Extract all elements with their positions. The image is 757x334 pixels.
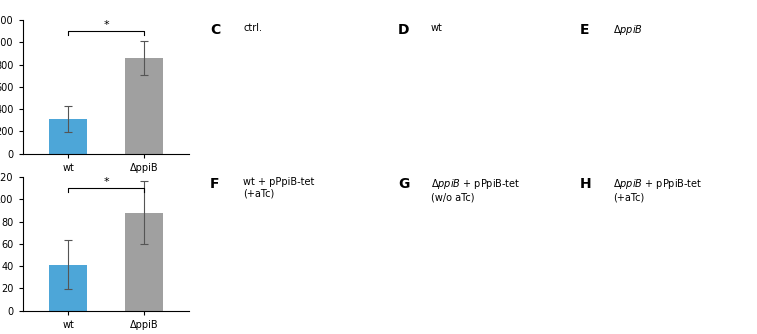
Text: C: C <box>210 23 220 37</box>
Bar <box>125 58 163 154</box>
Text: H: H <box>580 177 592 191</box>
Text: $\it{\Delta ppiB}$: $\it{\Delta ppiB}$ <box>613 23 643 37</box>
Text: *: * <box>103 177 109 187</box>
Text: D: D <box>398 23 410 37</box>
Bar <box>49 119 87 154</box>
Text: E: E <box>580 23 590 37</box>
Text: $\it{\Delta ppiB}$ + pPpiB-tet
(w/o aTc): $\it{\Delta ppiB}$ + pPpiB-tet (w/o aTc) <box>431 177 520 203</box>
Text: wt: wt <box>431 23 443 33</box>
Text: $\it{\Delta ppiB}$ + pPpiB-tet
(+aTc): $\it{\Delta ppiB}$ + pPpiB-tet (+aTc) <box>613 177 702 203</box>
Text: F: F <box>210 177 220 191</box>
Bar <box>125 213 163 311</box>
Text: G: G <box>398 177 410 191</box>
Text: *: * <box>103 20 109 30</box>
Bar <box>49 265 87 311</box>
Text: ctrl.: ctrl. <box>243 23 262 33</box>
Text: wt + pPpiB-tet
(+aTc): wt + pPpiB-tet (+aTc) <box>243 177 314 199</box>
